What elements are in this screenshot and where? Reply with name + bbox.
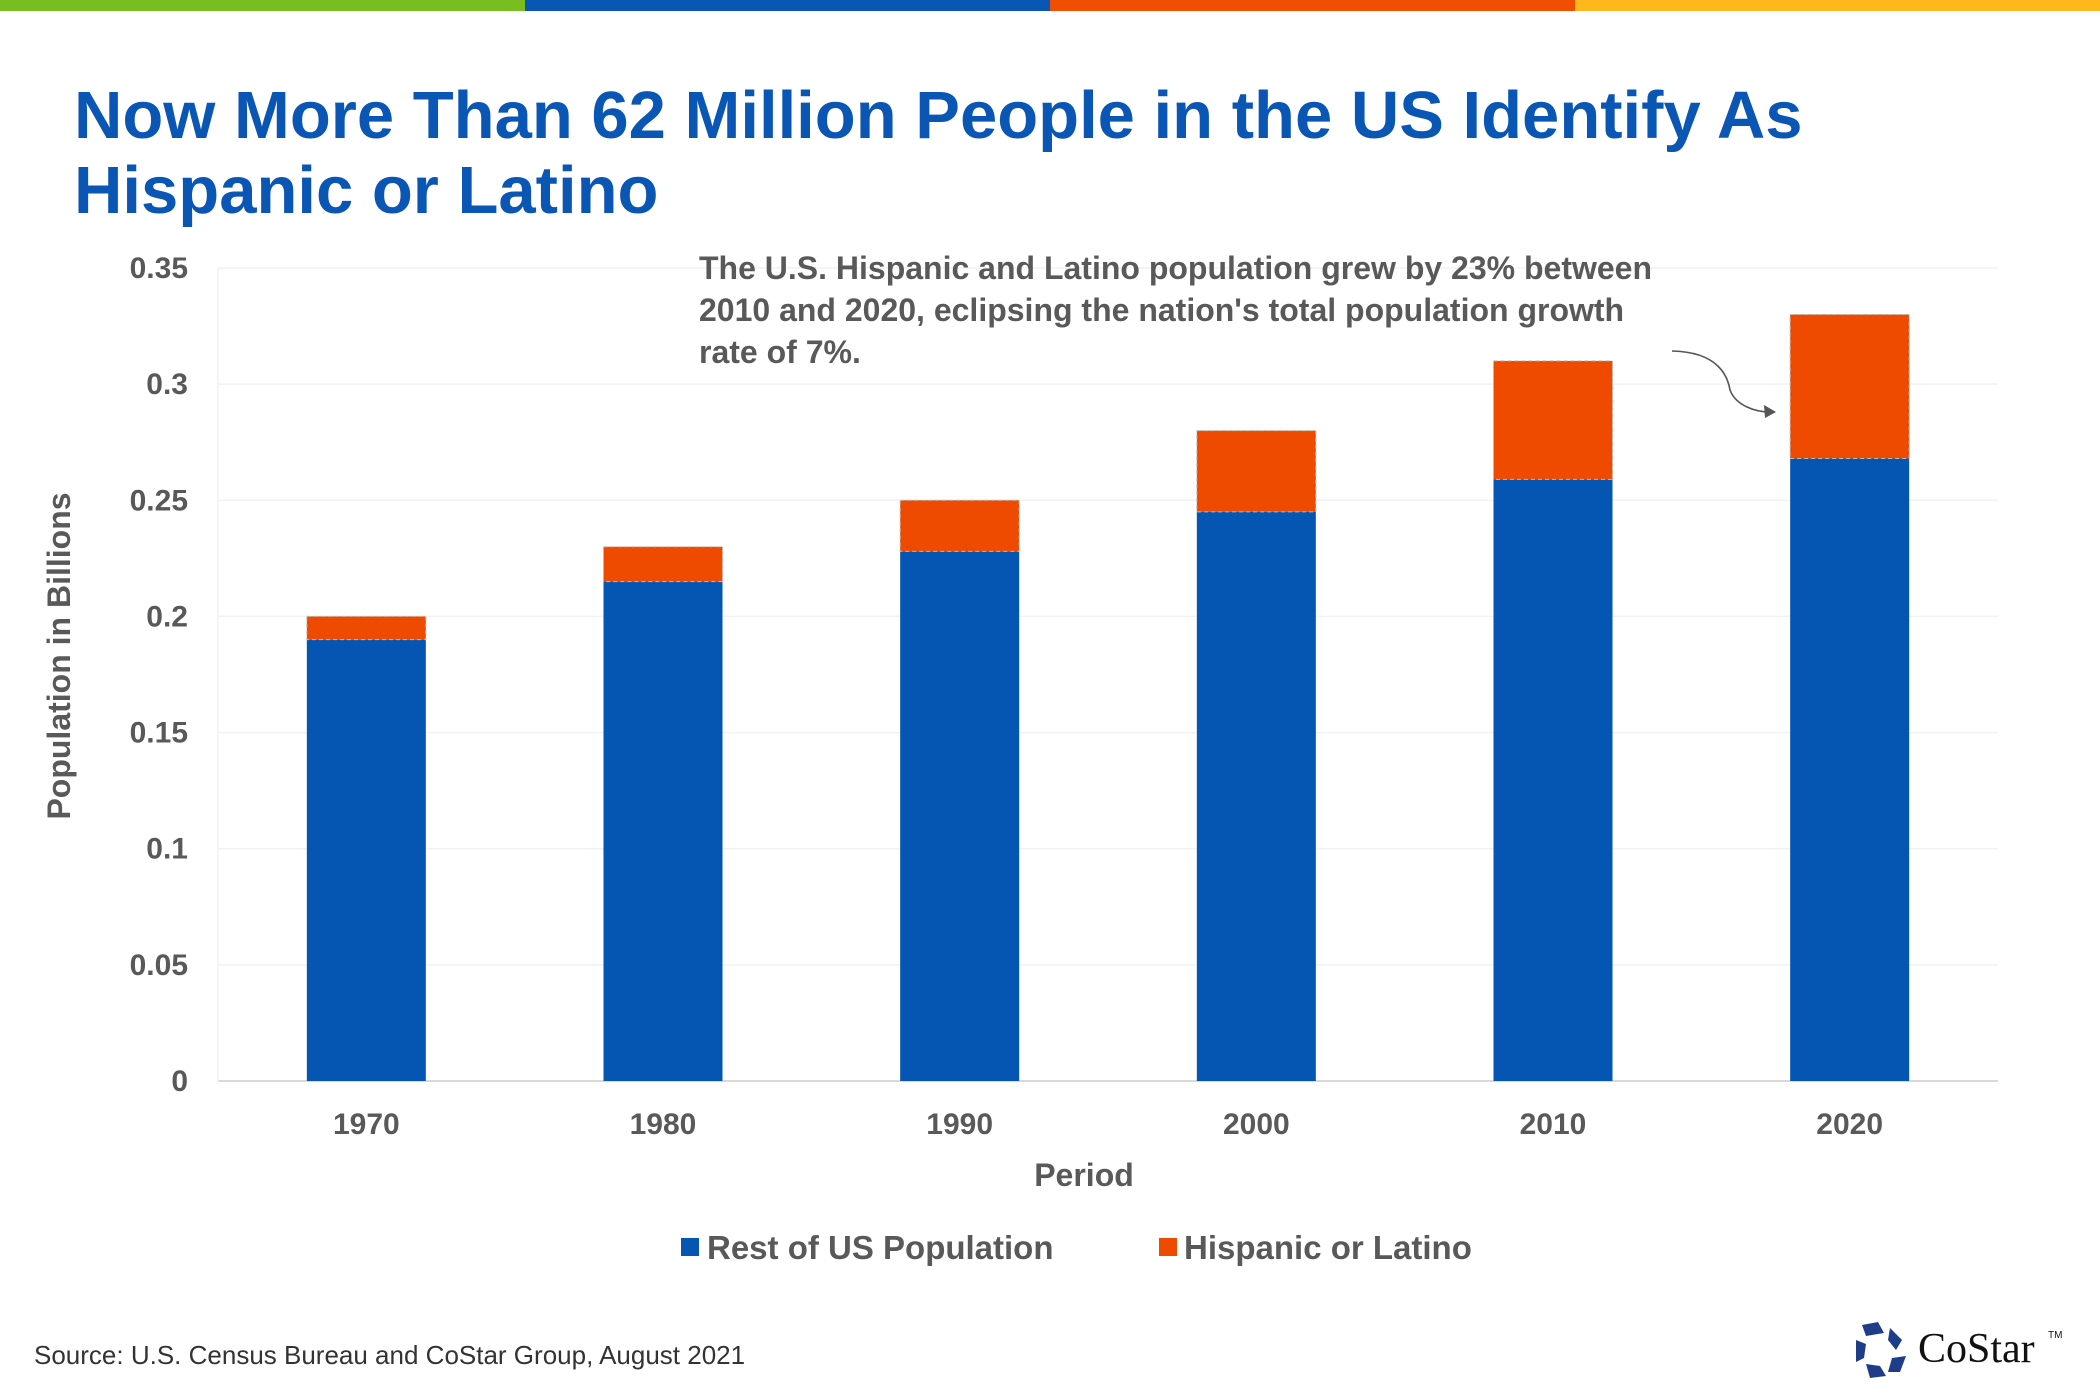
annotation: The U.S. Hispanic and Latino population …	[699, 250, 1776, 418]
legend-label-hispanic: Hispanic or Latino	[1184, 1229, 1472, 1266]
bar-hispanic-1980	[603, 546, 723, 583]
y-tick-label: 0	[171, 1065, 188, 1098]
y-tick-label: 0.35	[130, 252, 188, 285]
x-tick-label: 1990	[926, 1108, 993, 1141]
annotation-arrow	[1671, 350, 1771, 413]
bar-rest-2020	[1790, 458, 1910, 1082]
costar-logo: CoStar TM	[1826, 1300, 2086, 1385]
top-stripe-blue	[525, 0, 1050, 11]
annotation-line-1: The U.S. Hispanic and Latino population …	[699, 250, 1652, 286]
bar-rest-2000	[1196, 511, 1316, 1081]
y-tick-label: 0.2	[146, 600, 188, 633]
bar-rest-1990	[900, 551, 1020, 1081]
costar-star-icon	[1856, 1322, 1906, 1378]
bar-rest-2010	[1493, 479, 1613, 1081]
y-tick-label: 0.05	[130, 949, 188, 982]
x-tick-label: 1970	[333, 1108, 400, 1141]
legend-swatch-rest	[681, 1238, 699, 1256]
y-tick-label: 0.25	[130, 484, 188, 517]
bar-rest-1980	[603, 581, 723, 1081]
y-tick-label: 0.1	[146, 833, 188, 866]
y-axis-label: Population in Billions	[41, 492, 77, 819]
bar-hispanic-1990	[899, 499, 1020, 552]
legend-label-rest: Rest of US Population	[707, 1229, 1054, 1266]
bar-hispanic-1970	[306, 615, 427, 641]
x-tick-label: 1980	[630, 1108, 697, 1141]
bar-hispanic-2010	[1493, 360, 1613, 480]
x-tick-label: 2000	[1223, 1108, 1290, 1141]
annotation-line-3: rate of 7%.	[699, 334, 861, 370]
bar-hispanic-2020	[1789, 313, 1910, 459]
x-tick-label: 2010	[1520, 1108, 1587, 1141]
annotation-line-2: 2010 and 2020, eclipsing the nation's to…	[699, 292, 1624, 328]
legend-swatch-hispanic	[1159, 1238, 1177, 1256]
x-tick-label: 2020	[1816, 1108, 1883, 1141]
source-note: Source: U.S. Census Bureau and CoStar Gr…	[34, 1340, 746, 1370]
arrow-head-icon	[1764, 405, 1776, 418]
y-tick-label: 0.3	[146, 368, 188, 401]
top-stripe-yellow	[1575, 0, 2100, 11]
y-tick-label: 0.15	[130, 717, 188, 750]
page-title: Now More Than 62 Million People in the U…	[74, 78, 1803, 228]
legend: Rest of US Population Hispanic or Latino	[681, 1229, 1472, 1266]
x-axis-label: Period	[1034, 1157, 1134, 1193]
top-stripe-orange	[1050, 0, 1575, 11]
logo-wordmark: CoStar	[1918, 1326, 2035, 1372]
logo-trademark: TM	[2048, 1330, 2062, 1341]
bar-hispanic-2000	[1196, 430, 1317, 513]
bar-rest-1970	[306, 639, 426, 1081]
top-stripe-green	[0, 0, 525, 11]
